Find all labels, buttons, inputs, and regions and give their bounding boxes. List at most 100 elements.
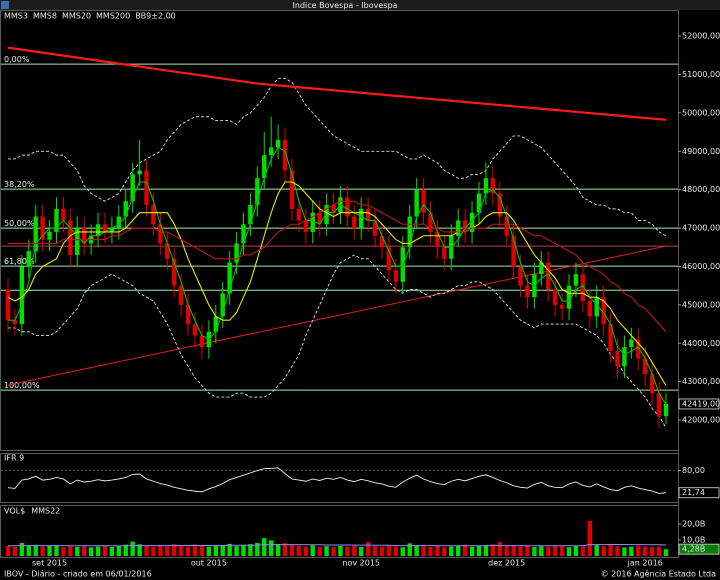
volume-bar: [248, 544, 253, 556]
chart-title: Indice Bovespa - Ibovespa: [293, 1, 398, 10]
candle-body: [525, 285, 530, 298]
legend-entry: MMS3: [4, 12, 28, 21]
volume-bar: [199, 545, 205, 556]
candle-body: [137, 170, 142, 175]
candle-body: [248, 205, 253, 225]
footer-right: © 2016 Agência Estado Ltda: [601, 569, 717, 579]
volume-bar: [345, 546, 350, 556]
volume-bar: [622, 547, 627, 556]
candle-body: [546, 262, 551, 290]
candle-body: [421, 189, 426, 213]
candle-body: [615, 350, 620, 367]
y-tick-label: 20,0B: [682, 520, 705, 529]
y-tick-label: 42000,00: [682, 416, 720, 425]
volume-bar: [68, 546, 73, 556]
candle-body: [393, 270, 399, 282]
volume-bar: [462, 544, 468, 556]
volume-bar: [442, 547, 447, 556]
candle-body: [310, 212, 315, 232]
volume-bar: [372, 546, 378, 556]
volume-bar: [102, 546, 108, 556]
volume-bar: [469, 546, 475, 556]
candle-body: [95, 224, 101, 236]
candle-body: [580, 274, 586, 302]
candle-body: [5, 289, 11, 321]
volume-bar: [26, 545, 31, 556]
volume-bar: [511, 545, 516, 556]
fibonacci-label: 0,00%: [4, 55, 30, 64]
volume-bar: [296, 545, 302, 556]
fibonacci-label: 50,00%: [4, 219, 35, 228]
candle-body: [511, 235, 516, 267]
y-tick-label: 43000,00: [682, 377, 720, 386]
volume-bar: [580, 546, 586, 556]
volume-bar: [629, 546, 634, 556]
volume-bar: [379, 546, 385, 556]
volume-bar: [158, 544, 163, 556]
window-icon[interactable]: [1, 1, 9, 9]
volume-bar: [546, 546, 551, 556]
candle-body: [566, 285, 572, 309]
candle-body: [317, 212, 322, 225]
volume-bar: [303, 546, 309, 556]
volume-bar: [262, 538, 267, 556]
candle-body: [26, 251, 31, 267]
volume-bar: [636, 545, 641, 556]
last-value-box: [678, 543, 720, 555]
volume-bar: [61, 547, 66, 556]
candle-body: [587, 301, 593, 317]
y-tick-label: 49000,00: [682, 147, 720, 156]
volume-bar: [400, 547, 405, 556]
candle-body: [456, 220, 461, 236]
candle-body: [469, 212, 475, 232]
y-tick-label: 44000,00: [682, 339, 720, 348]
volume-bar: [566, 547, 572, 556]
volume-bar: [393, 546, 399, 556]
volume-bar: [185, 546, 191, 556]
candle-body: [663, 403, 669, 417]
candle-body: [54, 208, 59, 232]
candle-body: [372, 220, 378, 236]
volume-bar: [497, 542, 502, 556]
volume-bar: [130, 541, 135, 556]
volume-bar: [643, 546, 648, 556]
candle-body: [81, 228, 87, 244]
candle-body: [282, 139, 288, 171]
moving-average: [7, 181, 667, 386]
candle-body: [559, 304, 565, 309]
candle-body: [594, 297, 599, 317]
legend-entry: MMS20: [62, 12, 91, 21]
candle-body: [379, 235, 385, 248]
volume-bar: [518, 546, 523, 556]
candle-body: [428, 212, 433, 232]
volume-bar: [88, 547, 94, 556]
last-value-label: 21,74: [682, 488, 705, 497]
volume-bar: [352, 545, 357, 556]
candle-body: [504, 216, 509, 236]
candle-body: [12, 320, 18, 325]
volume-bar: [476, 545, 482, 556]
volume-bar: [456, 545, 461, 556]
y-tick-label: 52000,00: [682, 32, 720, 41]
volume-bar: [331, 547, 336, 556]
volume-bar: [192, 544, 198, 556]
y-tick-label: 48000,00: [682, 185, 720, 194]
candle-body: [75, 228, 80, 255]
candle-body: [365, 208, 371, 221]
volume-bar: [504, 546, 509, 556]
volume-bar: [552, 545, 558, 556]
candle-body: [47, 231, 52, 240]
volume-bar: [178, 545, 184, 556]
last-value-label: 4,28B: [682, 545, 705, 554]
x-tick-label: nov 2015: [342, 559, 380, 568]
x-tick-label: set 2015: [32, 559, 67, 568]
volume-bar: [255, 542, 260, 556]
candle-body: [400, 247, 405, 282]
volume-bar: [490, 544, 496, 556]
legend-entry: MMS8: [33, 12, 57, 21]
volume-bar: [54, 545, 59, 556]
candle-body: [262, 155, 267, 179]
candle-body: [608, 324, 613, 351]
volume-bar: [435, 545, 440, 556]
candle-body: [227, 262, 232, 294]
